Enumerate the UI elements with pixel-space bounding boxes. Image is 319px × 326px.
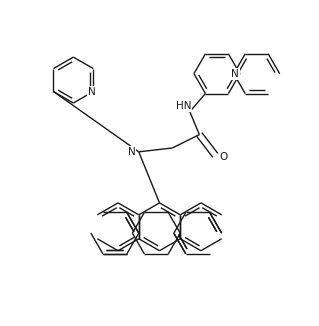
Text: N: N [128,147,136,157]
Text: N: N [231,69,239,79]
Text: N: N [88,86,96,96]
Text: O: O [219,152,227,162]
Text: HN: HN [176,101,191,111]
